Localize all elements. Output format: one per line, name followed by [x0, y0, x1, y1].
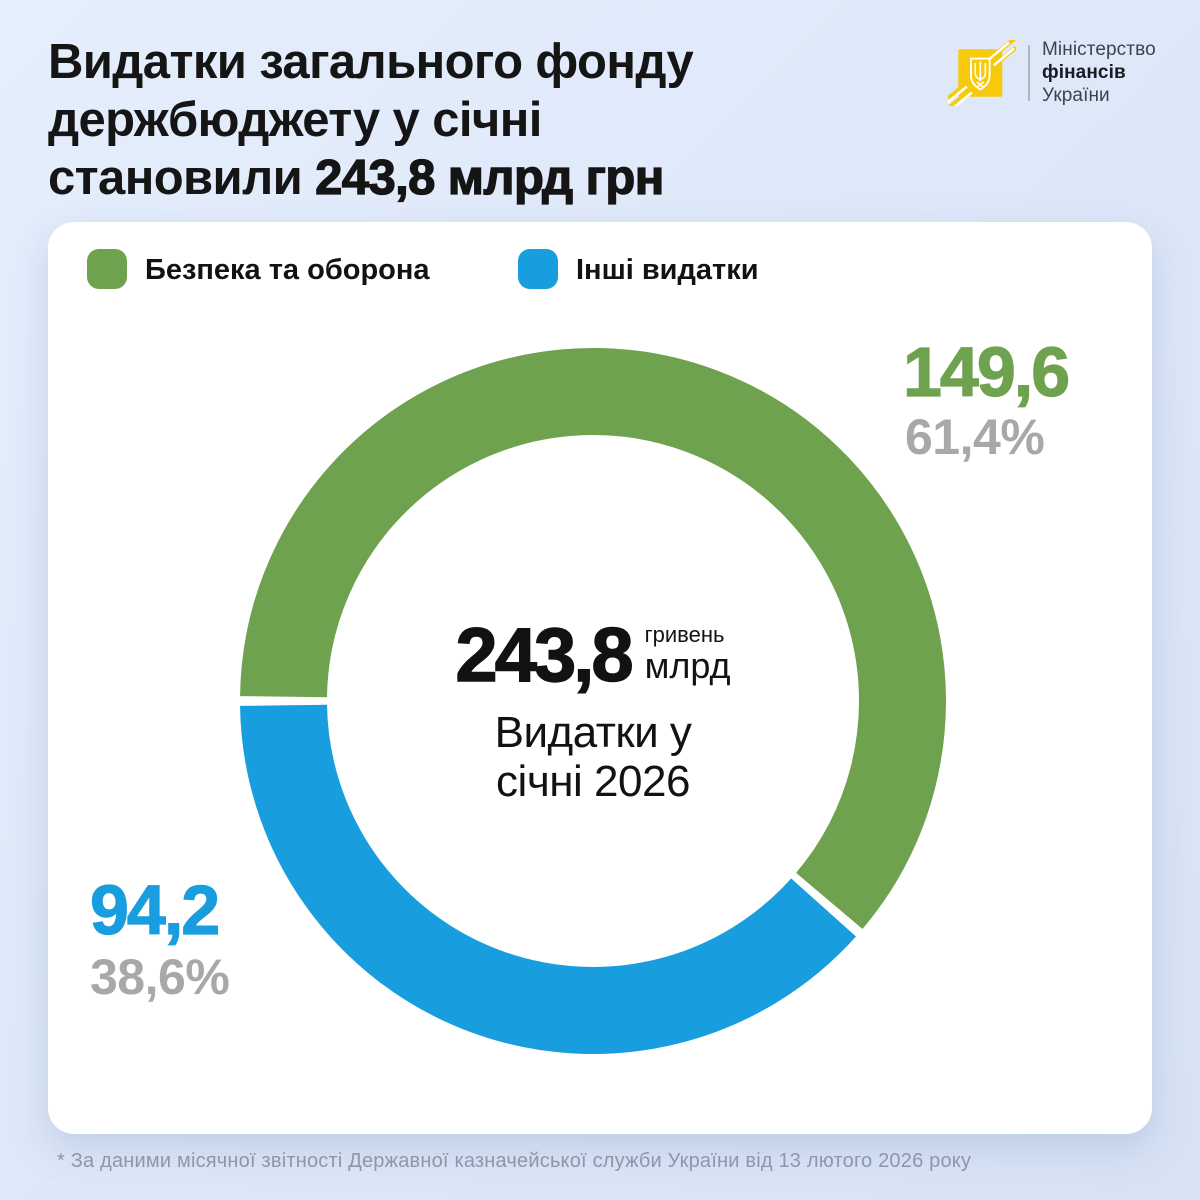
- donut-center-unit-currency: гривень: [644, 622, 725, 647]
- ministry-name-line-3: України: [1042, 85, 1110, 106]
- logo-divider: [1028, 44, 1030, 101]
- title-line-3-prefix: становили: [48, 151, 316, 205]
- legend-swatch-security: [87, 249, 127, 289]
- donut-center-caption: Видатки у січні 2026: [494, 708, 692, 806]
- title-total-amount: 243,8 млрд грн: [314, 150, 664, 205]
- legend-swatch-other: [518, 249, 558, 289]
- legend-label-security: Безпека та оборона: [145, 254, 430, 286]
- donut-center-unit-scale: млрд: [644, 645, 731, 686]
- ministry-name: Міністерство фінансів України: [1042, 38, 1156, 107]
- donut-center-value: 243,8: [455, 613, 635, 698]
- title-line-1: Видатки загального фонду: [48, 35, 694, 89]
- donut-chart: [240, 348, 946, 1054]
- segment-value-other: 94,2: [89, 871, 220, 949]
- ministry-name-line-1: Міністерство: [1042, 39, 1156, 60]
- segment-percent-other: 38,6%: [90, 949, 230, 1005]
- legend-label-other: Інші видатки: [576, 254, 759, 286]
- title-line-2: держбюджету у січні: [48, 93, 542, 147]
- segment-percent-security: 61,4%: [905, 409, 1045, 465]
- ministry-name-line-2: фінансів: [1042, 62, 1126, 83]
- trident-emblem-icon: [948, 39, 1016, 106]
- page-title: Видатки загального фонду держбюджету у с…: [48, 33, 908, 207]
- segment-value-security: 149,6: [902, 333, 1070, 411]
- donut-segment-1: [240, 704, 856, 1054]
- donut-segment-0: [240, 348, 946, 929]
- minfin-logo: Міністерство фінансів України: [948, 38, 1156, 107]
- source-footnote: * За даними місячної звітності Державної…: [57, 1150, 972, 1172]
- donut-center-units: гривень млрд: [645, 618, 731, 685]
- donut-center-value-group: 243,8 гривень млрд: [393, 613, 793, 698]
